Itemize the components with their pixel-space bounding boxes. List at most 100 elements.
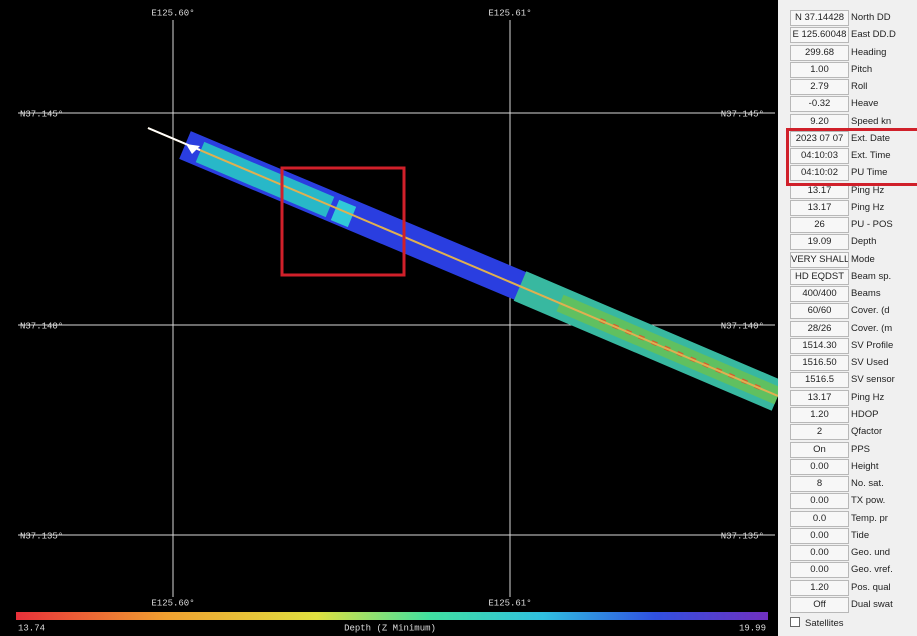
status-value: 60/60 (790, 303, 849, 319)
status-label: East DD.D (851, 27, 896, 43)
status-label: Temp. pr (851, 511, 888, 527)
status-value: 8 (790, 476, 849, 492)
app-window: E125.60° E125.60° E125.61° E125.61° N37.145°… (0, 0, 917, 636)
status-value: 13.17 (790, 200, 849, 216)
status-label: Ping Hz (851, 200, 884, 216)
coordinate-label: N37.145° (20, 109, 63, 119)
status-value: 1.20 (790, 407, 849, 423)
satellites-checkbox[interactable]: Satellites (790, 617, 844, 629)
status-label: No. sat. (851, 476, 884, 492)
status-value: 299.68 (790, 45, 849, 61)
status-row: -0.32Heave (778, 96, 917, 112)
scale-max: 19.99 (739, 623, 766, 633)
status-label: Height (851, 459, 878, 475)
highlight-box (786, 128, 917, 186)
status-label: Heading (851, 45, 886, 61)
coordinate-label: N37.145° (721, 109, 764, 119)
status-value: 28/26 (790, 321, 849, 337)
status-label: Ping Hz (851, 390, 884, 406)
status-label: SV Used (851, 355, 889, 371)
status-value: 1.20 (790, 580, 849, 596)
scale-min: 13.74 (18, 623, 45, 633)
coordinate-label: N37.135° (721, 531, 764, 541)
status-label: North DD (851, 10, 891, 26)
status-value: 0.00 (790, 545, 849, 561)
status-label: Dual swat (851, 597, 893, 613)
status-label: Mode (851, 252, 875, 268)
coordinate-label: N37.135° (20, 531, 63, 541)
coordinate-label: E125.61° (488, 8, 531, 18)
status-label: PPS (851, 442, 870, 458)
status-label: Pos. qual (851, 580, 891, 596)
status-value: 0.00 (790, 493, 849, 509)
status-value: 1514.30 (790, 338, 849, 354)
status-label: HDOP (851, 407, 878, 423)
status-label: Geo. und (851, 545, 890, 561)
coordinate-label: E125.61° (488, 598, 531, 608)
status-label: Tide (851, 528, 869, 544)
status-label: Cover. (m (851, 321, 892, 337)
status-row: HD EQDSTBeam sp. (778, 269, 917, 285)
status-value: 400/400 (790, 286, 849, 302)
status-value: 0.00 (790, 562, 849, 578)
status-label: TX pow. (851, 493, 885, 509)
scale-title: Depth (Z Minimum) (344, 623, 436, 633)
status-label: Geo. vref. (851, 562, 893, 578)
status-value: 1516.5 (790, 372, 849, 388)
status-label: SV sensor (851, 372, 895, 388)
map-view: E125.60° E125.60° E125.61° E125.61° N37.145°… (0, 0, 778, 636)
status-value: 0.0 (790, 511, 849, 527)
status-value: -0.32 (790, 96, 849, 112)
status-value: 2.79 (790, 79, 849, 95)
checkbox-label: Satellites (805, 618, 844, 629)
status-label: Cover. (d (851, 303, 890, 319)
status-value: 1.00 (790, 62, 849, 78)
status-label: Beams (851, 286, 881, 302)
color-scale-bar (16, 612, 768, 620)
status-row: 1516.5SV sensor (778, 372, 917, 388)
status-label: Beam sp. (851, 269, 891, 285)
status-label: Pitch (851, 62, 872, 78)
status-value: 1516.50 (790, 355, 849, 371)
coordinate-label: N37.140° (721, 321, 764, 331)
status-label: PU - POS (851, 217, 893, 233)
status-value: VERY SHALLOW (790, 252, 849, 268)
status-value: 2 (790, 424, 849, 440)
status-value: 19.09 (790, 234, 849, 250)
coordinate-label: E125.60° (151, 8, 194, 18)
status-label: Depth (851, 234, 876, 250)
status-value: 26 (790, 217, 849, 233)
status-value: Off (790, 597, 849, 613)
status-value: On (790, 442, 849, 458)
status-label: Roll (851, 79, 867, 95)
map-background (0, 0, 778, 636)
status-value: 0.00 (790, 528, 849, 544)
coordinate-label: E125.60° (151, 598, 194, 608)
coordinate-label: N37.140° (20, 321, 63, 331)
status-value: 13.17 (790, 390, 849, 406)
status-value: N 37.14428 (790, 10, 849, 26)
